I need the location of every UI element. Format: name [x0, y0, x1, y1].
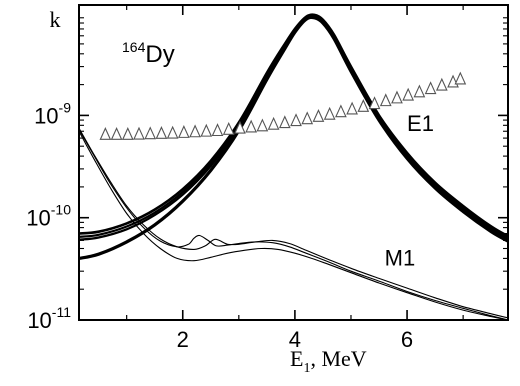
triangle-marker	[110, 127, 123, 140]
triangle-marker	[379, 93, 392, 107]
triangle-marker	[402, 87, 415, 101]
triangle-marker	[323, 106, 336, 120]
triangle-marker	[413, 84, 426, 98]
triangle-marker	[391, 90, 403, 104]
x-axis-label-unit: , MeV	[310, 346, 366, 371]
isotope-symbol: Dy	[145, 41, 174, 68]
isotope-mass-number: 164	[122, 39, 146, 55]
triangle-marker	[245, 119, 258, 133]
e1-curve-4	[79, 15, 508, 260]
triangle-marker	[200, 123, 213, 137]
series-labels-layer: E1 M1	[385, 111, 434, 270]
triangle-marker	[335, 104, 347, 118]
ticks-layer	[79, 5, 508, 321]
x-tick-label: 6	[401, 327, 413, 352]
triangle-marker	[301, 111, 314, 125]
triangle-marker	[234, 120, 246, 134]
y-tick-label: 10-11	[27, 304, 71, 333]
triangle-markers-layer	[99, 71, 467, 140]
m1-curve-2	[79, 127, 508, 319]
triangle-marker	[278, 115, 291, 129]
x-tick-label: 4	[289, 327, 301, 352]
triangle-marker	[435, 77, 448, 91]
y-tick-label: 10-9	[34, 99, 71, 128]
triangle-marker	[368, 96, 381, 110]
x-tick-label: 2	[177, 327, 189, 352]
triangle-marker	[144, 126, 157, 140]
series-label-e1: E1	[407, 111, 434, 136]
triangle-marker	[267, 116, 280, 130]
triangle-marker	[357, 99, 370, 112]
x-axis-label-main: E	[290, 346, 303, 371]
triangle-marker	[312, 109, 325, 122]
triangle-marker	[178, 125, 190, 138]
triangle-marker	[166, 125, 179, 139]
y-axis-label: k	[50, 7, 61, 32]
y-tick-label: 10-10	[26, 202, 71, 231]
isotope-annotation: 164Dy	[122, 39, 175, 68]
triangle-marker	[121, 127, 134, 140]
curves-layer	[79, 13, 508, 320]
triangle-marker	[346, 101, 358, 115]
tick-labels-layer: 2 4 6 10-11 10-10 10-9	[26, 99, 413, 352]
triangle-marker	[133, 126, 145, 140]
triangle-marker	[222, 121, 235, 135]
plot-frame	[78, 4, 509, 321]
triangle-marker	[256, 118, 269, 132]
triangle-marker	[155, 126, 168, 139]
x-axis-label-subscript: 1	[303, 361, 310, 376]
series-label-m1: M1	[385, 246, 416, 271]
triangle-marker	[424, 81, 437, 95]
triangle-marker	[211, 123, 224, 137]
triangle-marker	[189, 124, 201, 138]
triangle-marker	[454, 71, 467, 85]
triangle-marker	[99, 127, 112, 140]
triangle-marker	[290, 113, 302, 127]
x-axis-label: E1, MeV	[290, 346, 367, 376]
m1-curve-3	[79, 130, 508, 320]
